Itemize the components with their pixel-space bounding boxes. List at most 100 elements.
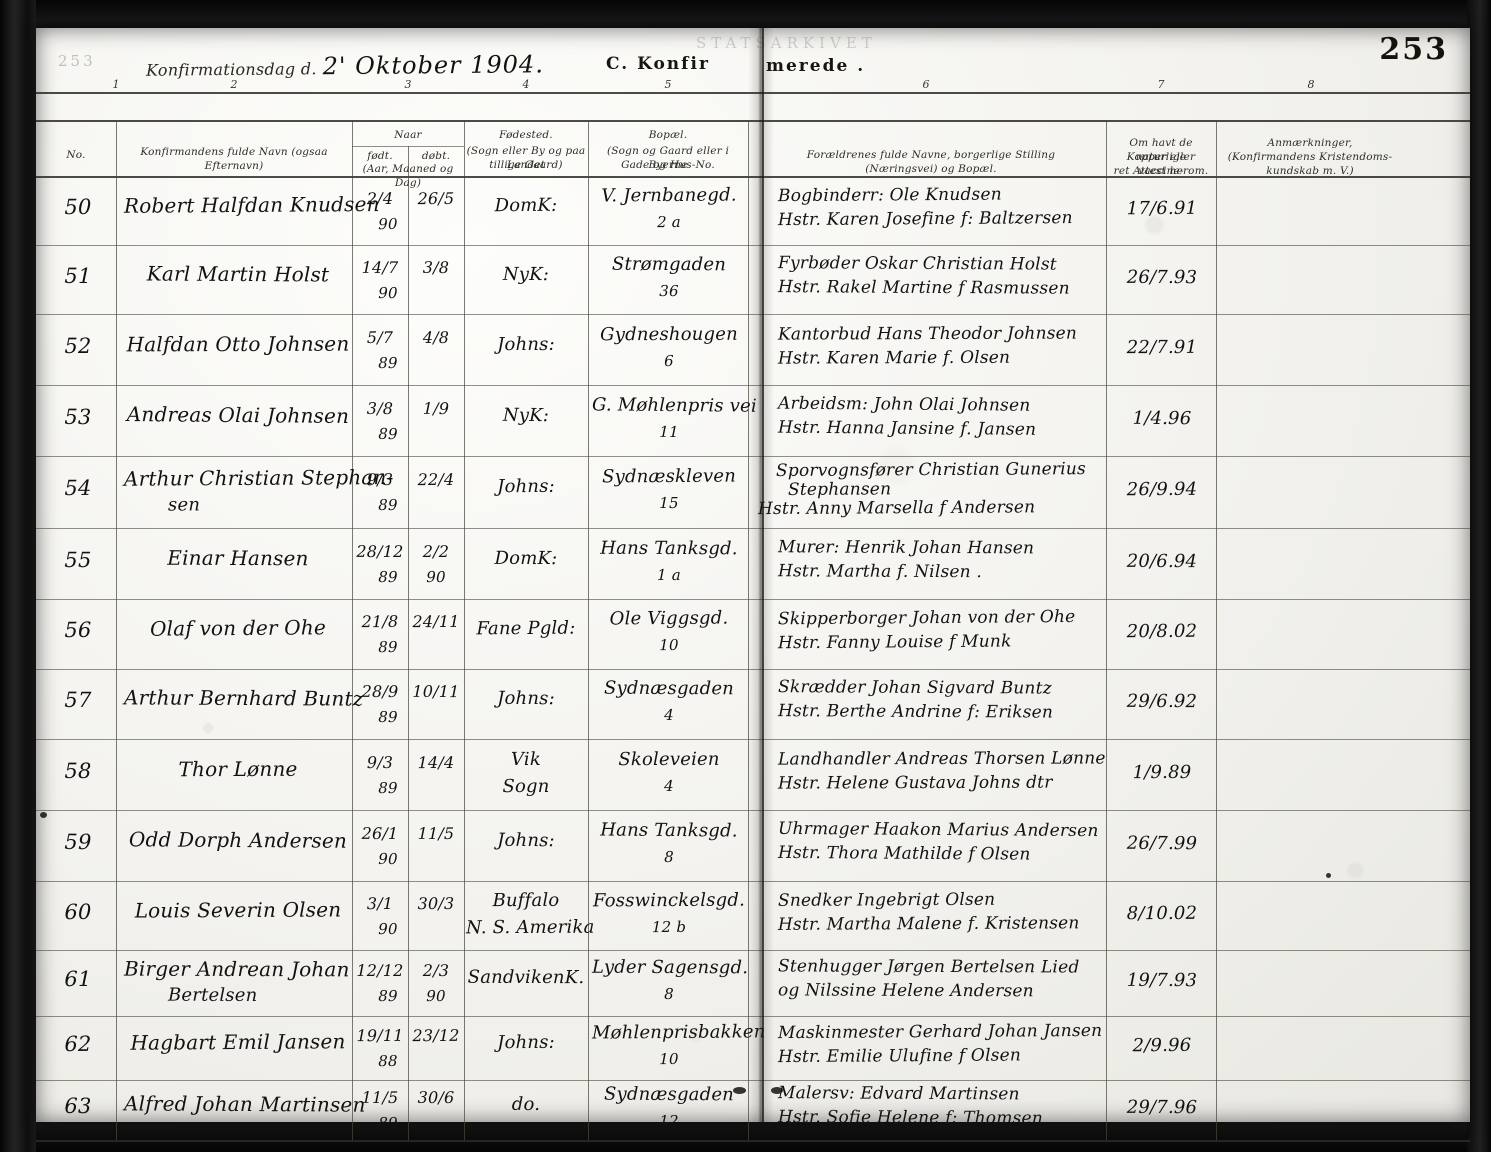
header-vaccine-3: ret Attest herom. <box>1113 165 1209 177</box>
row-number: 56 <box>64 617 92 643</box>
remarks <box>1222 971 1398 972</box>
date-born: 3/8 <box>366 398 394 419</box>
rule-naar-sub <box>352 146 464 147</box>
confirmand-name: Einar Hansen <box>167 545 309 571</box>
remarks <box>1222 692 1398 693</box>
residence-number: 1 a <box>657 565 681 585</box>
table-row: 54 Arthur Christian Stephan-sen 9/3 22/4 89 J… <box>36 456 1470 528</box>
residence: Sydnæskleven <box>601 465 737 488</box>
remarks <box>1222 621 1398 622</box>
col-rule-no <box>116 120 117 1140</box>
confirmation-date-value: 2' Oktober 1904. <box>322 50 545 81</box>
birth-year: 89 <box>378 707 398 727</box>
residence-number: 8 <box>664 984 674 1004</box>
parent-father: Bogbinderr: Ole Knudsen <box>777 184 1002 207</box>
parent-mother: Hstr. Helene Gustava Johns dtr <box>777 772 1053 794</box>
birthplace: Vik <box>510 748 542 771</box>
date-born: 21/8 <box>361 611 399 632</box>
parent-mother: Hstr. Sofie Helene f: Thomsen <box>777 1107 1043 1129</box>
birthplace: Johns: <box>497 333 555 356</box>
ink-blot <box>1326 873 1331 878</box>
residence: Ole Viggsgd. <box>609 607 729 630</box>
parent-mother: Hstr. Karen Josefine f: Baltzersen <box>777 208 1073 231</box>
residence-number: 36 <box>659 281 679 301</box>
parent-father: Murer: Henrik Johan Hansen <box>777 537 1035 559</box>
date-baptised: 3/8 <box>422 257 450 278</box>
parent-father: Skipperborger Johan von der Ohe <box>777 606 1076 630</box>
remarks <box>1222 552 1398 553</box>
confirmand-name: Odd Dorph Andersen <box>128 827 348 853</box>
header-baptised: døbt. <box>421 150 451 162</box>
remarks <box>1222 198 1398 199</box>
parent-father: Stenhugger Jørgen Bertelsen Lied <box>777 956 1080 978</box>
date-born: 28/9 <box>361 681 399 702</box>
table-row: 57 Arthur Bernhard Buntz 28/9 10/11 89 Johns:… <box>36 669 1470 739</box>
parent-mother: Hstr. Anny Marsella f Andersen <box>757 497 1036 520</box>
header-birthplace-sub2: tillige Gaard) <box>489 159 563 171</box>
vaccination-date: 26/9.94 <box>1126 478 1198 501</box>
remarks <box>1222 904 1398 905</box>
column-number-7: 7 <box>1157 78 1165 91</box>
date-born: 9/3 <box>366 752 394 773</box>
section-title-left: C. Konfir <box>606 54 710 74</box>
header-residence-sub1: (Sogn og Gaard eller i Byerne <box>606 145 730 171</box>
table-row: 53 Andreas Olai Johnsen 3/8 1/9 89 NyK: G. Møh… <box>36 385 1470 456</box>
birthplace: Johns: <box>497 687 555 710</box>
residence: Skoleveien <box>618 748 720 771</box>
date-born: 14/7 <box>361 257 399 278</box>
archive-stamp-ghost: STATSARKIVET <box>696 34 877 52</box>
parent-father: Arbeidsm: John Olai Johnsen <box>777 393 1031 416</box>
table-row: 55 Einar Hansen 28/12 2/2 89 90 DomK: Hans Tank… <box>36 528 1470 599</box>
parent-mother: Hstr. Fanny Louise f Munk <box>777 631 1012 654</box>
date-baptised: 2/2 <box>422 541 450 562</box>
residence: Hans Tanksgd. <box>600 537 738 560</box>
parent-mother: Hstr. Karen Marie f. Olsen <box>777 347 1011 369</box>
vaccination-date: 20/8.02 <box>1126 620 1198 643</box>
confirmand-name: Thor Lønne <box>178 756 298 782</box>
residence: Strømgaden <box>611 253 727 276</box>
remarks <box>1222 763 1398 764</box>
residence-number: 10 <box>659 635 679 655</box>
column-number-1: 1 <box>112 78 120 91</box>
remarks <box>1222 1098 1398 1099</box>
column-number-2: 2 <box>230 78 238 91</box>
birth-year: 88 <box>378 1051 398 1071</box>
confirmand-name: Louis Severin Olsen <box>134 897 342 923</box>
date-baptised: 23/12 <box>412 1025 460 1046</box>
table-row: 61 Birger Andrean Johan Bertelsen 12/12 2/3 8… <box>36 950 1470 1016</box>
confirmand-name: Alfred Johan Martinsen <box>123 1091 366 1117</box>
header-date-sub: (Aar, Maaned og Dag) <box>362 163 454 189</box>
residence: Gydneshougen <box>600 323 738 346</box>
rule-table-bottom <box>36 1140 1470 1142</box>
residence-number: 8 <box>664 847 674 867</box>
row-number: 55 <box>64 547 92 573</box>
confirmand-name: Halfdan Otto Johnsen <box>126 331 350 357</box>
scan-edge-right <box>1467 0 1491 1152</box>
remarks <box>1222 268 1398 269</box>
col-rule-name <box>352 120 353 1140</box>
vaccination-date: 1/9.89 <box>1132 761 1192 784</box>
birth-year: 89 <box>378 986 398 1006</box>
residence-number: 12 b <box>651 917 687 937</box>
header-no: No. <box>66 149 86 161</box>
vaccination-date: 1/4.96 <box>1132 407 1192 430</box>
residence-number: 11 <box>659 422 679 442</box>
column-number-3: 3 <box>404 78 412 91</box>
birthplace: Johns: <box>497 475 555 498</box>
rule-title-bottom <box>36 92 1470 94</box>
date-born: 5/7 <box>366 327 394 348</box>
residence-number: 4 <box>664 705 674 725</box>
confirmation-date-line: Konfirmationsdag d. 2' Oktober 1904. <box>146 50 544 81</box>
date-baptised: 10/11 <box>412 681 460 702</box>
header-remarks-2: (Konfirmandens Kristendoms- <box>1227 151 1393 163</box>
residence-number: 6 <box>664 351 674 371</box>
residence: Sydnæsgaden <box>603 677 735 700</box>
birth-year: 89 <box>378 495 398 515</box>
header-parents: Forældrenes fulde Navne, borgerlige Stil… <box>806 149 1056 175</box>
table-row: 56 Olaf von der Ohe 21/8 24/11 89 Fane Pgld: O… <box>36 599 1470 669</box>
row-number: 60 <box>64 899 92 925</box>
section-title-right: merede . <box>766 56 866 76</box>
parent-father: Skrædder Johan Sigvard Buntz <box>777 677 1052 699</box>
row-number: 61 <box>64 966 92 992</box>
parent-father: Uhrmager Haakon Marius Andersen <box>777 818 1099 842</box>
